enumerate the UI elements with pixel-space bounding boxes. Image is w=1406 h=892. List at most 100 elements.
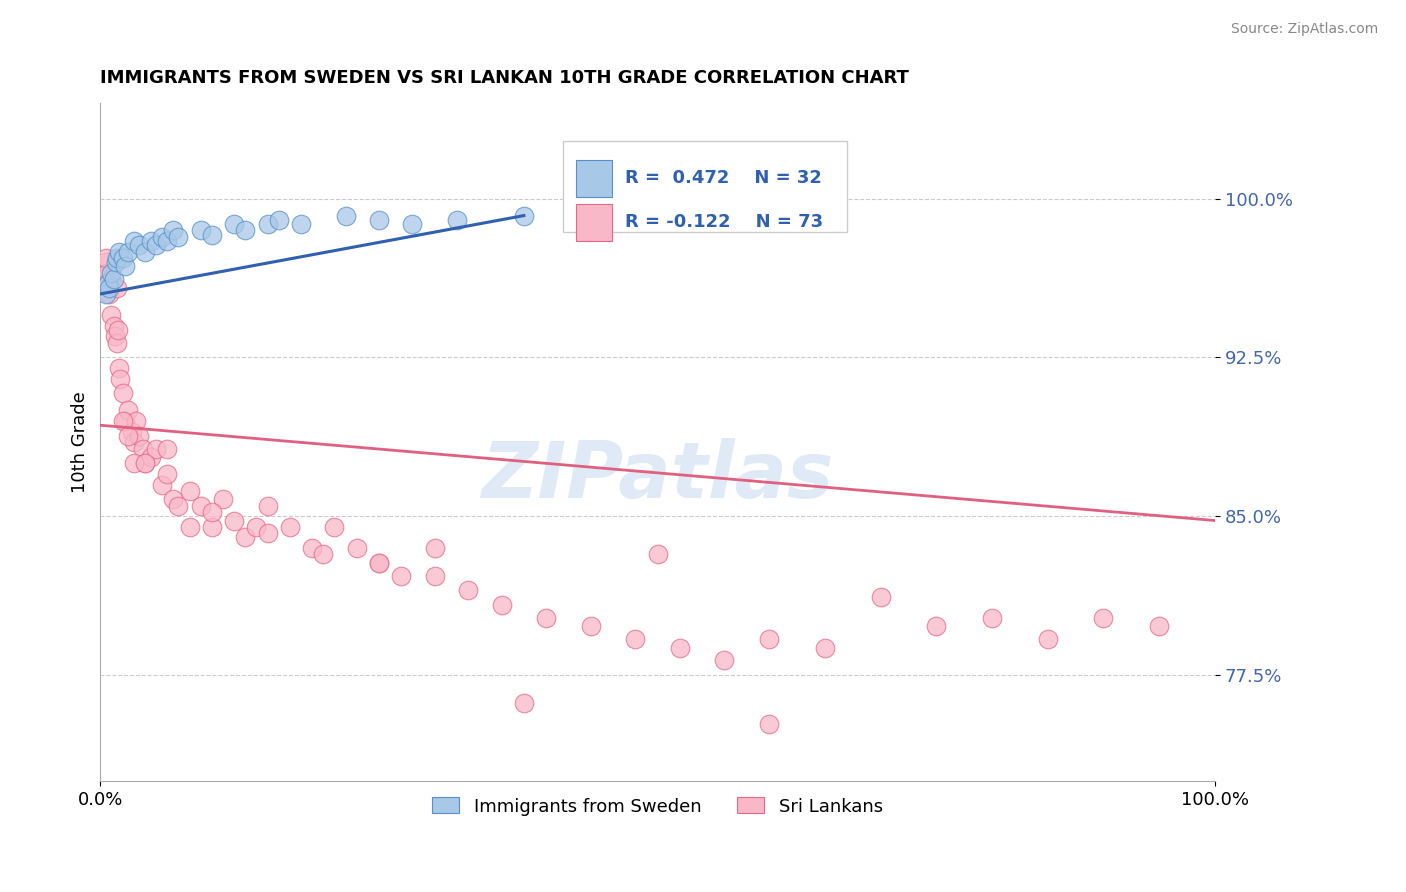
Point [100,272,122,286]
Point [98,287,121,301]
Point [312,548,335,562]
Point [128,238,150,252]
Point [134,456,156,470]
Point [97,277,120,291]
Point [117,429,139,443]
Point [301,541,323,555]
Point [267,212,290,227]
Point [256,499,278,513]
Point [222,514,245,528]
Point [190,499,212,513]
Point [346,541,368,555]
Point [139,234,162,248]
Point [96,266,118,280]
Legend: Immigrants from Sweden, Sri Lankans: Immigrants from Sweden, Sri Lankans [425,790,890,822]
Point [97,277,120,291]
Point [103,272,125,286]
Point [150,229,173,244]
Point [869,590,891,604]
Point [98,280,121,294]
Point [100,266,122,280]
Point [156,467,179,481]
Point [110,371,132,385]
Point [368,556,391,570]
Point [245,520,267,534]
Point [323,520,346,534]
Point [179,520,201,534]
Point [423,568,446,582]
Point [145,442,167,456]
Point [981,611,1004,625]
Point [111,386,134,401]
Point [179,483,201,498]
Point [389,568,412,582]
Point [647,548,669,562]
Point [758,716,780,731]
Point [713,653,735,667]
Point [104,329,127,343]
Point [108,361,131,376]
Point [156,442,179,456]
Point [201,227,224,242]
Point [94,251,117,265]
Point [513,209,536,223]
Point [669,640,692,655]
Text: R = -0.122    N = 73: R = -0.122 N = 73 [626,213,824,231]
Point [122,456,145,470]
Point [1036,632,1059,646]
Point [513,696,536,710]
Point [814,640,837,655]
Point [457,583,479,598]
Point [105,335,128,350]
Point [111,414,134,428]
Point [103,318,125,333]
Point [1147,619,1170,633]
Point [156,234,179,248]
Point [114,414,136,428]
Point [104,255,127,269]
Point [201,505,224,519]
Point [107,323,129,337]
Point [190,223,212,237]
Point [278,520,301,534]
Point [290,217,312,231]
Point [401,217,423,231]
Point [446,212,468,227]
Text: ZIPatlas: ZIPatlas [481,438,834,514]
Point [201,520,224,534]
Point [222,217,245,231]
Point [122,234,145,248]
Point [256,217,278,231]
Point [117,403,139,417]
FancyBboxPatch shape [562,141,846,232]
Bar [576,160,612,197]
Point [125,414,148,428]
Point [925,619,948,633]
Point [108,244,131,259]
Point [105,280,128,294]
Text: R =  0.472    N = 32: R = 0.472 N = 32 [626,169,823,187]
Point [139,450,162,464]
Point [368,212,391,227]
Text: IMMIGRANTS FROM SWEDEN VS SRI LANKAN 10TH GRADE CORRELATION CHART: IMMIGRANTS FROM SWEDEN VS SRI LANKAN 10T… [100,69,910,87]
Point [624,632,647,646]
Point [122,435,145,450]
Point [94,255,117,269]
Point [114,260,136,274]
Point [94,287,117,301]
Point [131,442,153,456]
Point [117,244,139,259]
Point [105,251,128,265]
Point [121,425,143,439]
Point [145,238,167,252]
Point [128,429,150,443]
Point [758,632,780,646]
Point [162,492,184,507]
Bar [576,203,612,241]
Text: Source: ZipAtlas.com: Source: ZipAtlas.com [1230,22,1378,37]
Point [534,611,557,625]
Point [167,229,190,244]
Point [100,308,122,322]
Point [368,556,391,570]
Point [491,599,513,613]
